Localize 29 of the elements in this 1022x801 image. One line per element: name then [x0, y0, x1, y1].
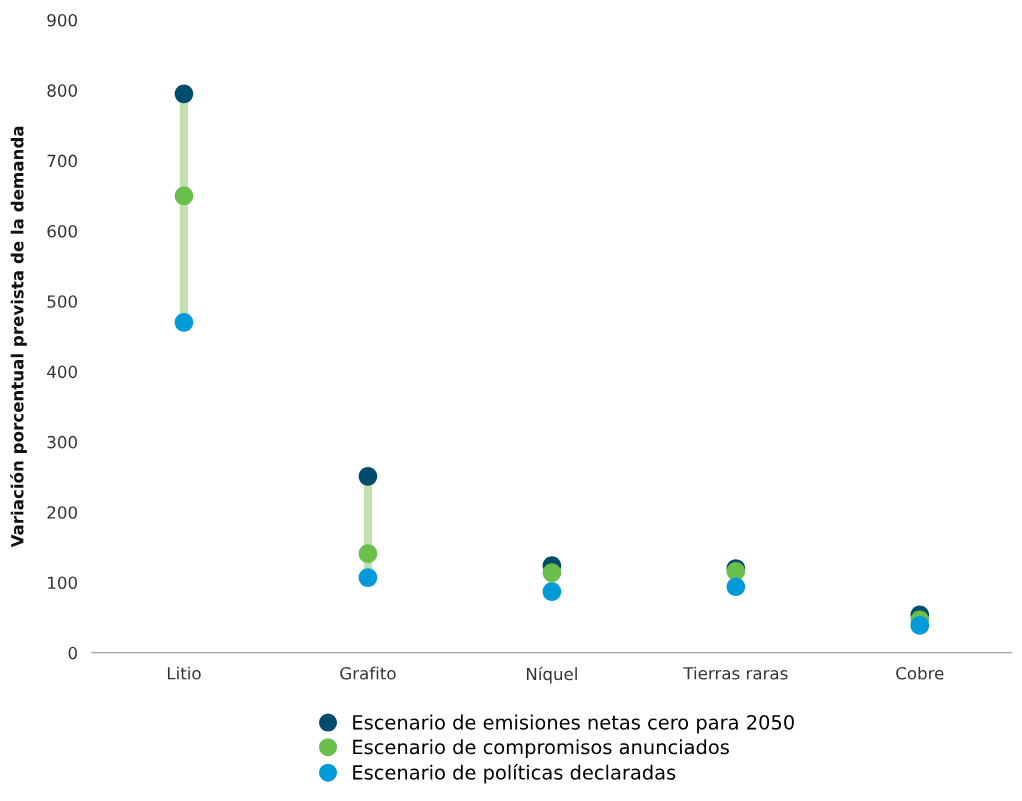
x-tick-label: Grafito — [340, 666, 396, 680]
y-tick-label: 300 — [47, 435, 77, 449]
x-tick-label: Litio — [167, 666, 201, 680]
y-tick-label: 800 — [47, 84, 77, 97]
point — [174, 186, 194, 206]
y-tick-label: 700 — [47, 154, 77, 168]
y-tick-label: 900 — [47, 13, 77, 27]
point — [358, 568, 378, 587]
y-axis-title: Variación porcentual prevista de la demanda — [10, 126, 27, 548]
point — [358, 467, 378, 486]
point — [910, 616, 930, 635]
point — [726, 577, 746, 597]
legend-label: Escenario de emisiones netas cero para 2050 — [353, 714, 794, 734]
x-tick-label: Níquel — [526, 666, 577, 684]
point — [542, 582, 562, 601]
y-tick-label: 200 — [47, 506, 77, 519]
legend-label: Escenario de políticas declaradas — [353, 763, 676, 784]
y-tick-label: 500 — [47, 295, 77, 308]
x-tick-label: Tierras raras — [683, 666, 788, 680]
y-tick-label: 600 — [47, 224, 77, 238]
x-tick-label: Cobre — [896, 666, 944, 680]
y-tick-label: 400 — [47, 365, 77, 379]
y-tick-label: 100 — [48, 576, 77, 590]
point — [542, 563, 562, 582]
legend-label: Escenario de compromisos anunciados — [353, 739, 729, 759]
point — [174, 313, 194, 332]
point — [358, 544, 378, 563]
y-tick-label: 0 — [68, 646, 77, 660]
point — [174, 84, 194, 104]
